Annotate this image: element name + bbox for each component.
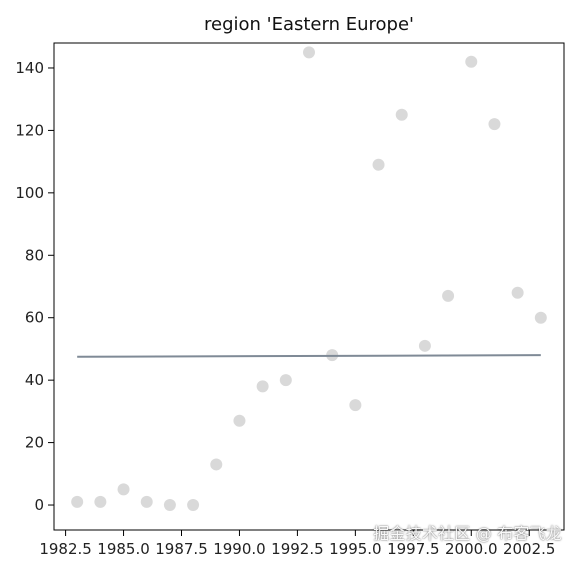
x-tick-label: 2000.0: [445, 540, 498, 558]
scatter-point: [418, 339, 431, 352]
scatter-point: [395, 108, 408, 121]
scatter-point: [442, 289, 455, 302]
scatter-point: [256, 380, 269, 393]
scatter-point: [233, 414, 246, 427]
x-tick-label: 2002.5: [503, 540, 556, 558]
scatter-point: [465, 55, 478, 68]
y-tick-label: 60: [25, 309, 44, 327]
scatter-point: [303, 46, 315, 59]
x-tick-label: 1992.5: [271, 540, 324, 558]
scatter-point: [210, 458, 223, 471]
y-tick-label: 20: [25, 434, 44, 452]
plot-layer: 0 20 40 60 80 100 120 140 1982.5 1985.0 1987.5 1990…: [15, 42, 565, 558]
y-tick-label: 140: [15, 59, 44, 77]
scatter-point: [94, 495, 107, 508]
x-tick-label: 1990.0: [213, 540, 266, 558]
x-tick-label: 1982.5: [39, 540, 92, 558]
x-tick-label: 1995.0: [329, 540, 382, 558]
scatter-point: [279, 374, 292, 387]
scatter-point: [71, 495, 84, 508]
y-tick-label: 0: [34, 496, 44, 514]
chart-title: region 'Eastern Europe': [204, 14, 414, 35]
y-tick-label: 40: [25, 371, 44, 389]
y-tick-label: 80: [25, 246, 44, 264]
scatter-point: [372, 158, 385, 171]
scatter-point: [163, 499, 176, 512]
y-tick-label: 120: [15, 121, 44, 139]
scatter-point: [140, 495, 153, 508]
x-tick-label: 1985.0: [97, 540, 150, 558]
scatter-point: [534, 311, 547, 324]
plot-frame: [53, 42, 565, 531]
x-tick-label: 1997.5: [387, 540, 440, 558]
x-tick-label: 1987.5: [155, 540, 208, 558]
scatter-point: [117, 483, 130, 496]
scatter-point: [511, 286, 524, 299]
y-tick-label: 100: [15, 184, 44, 202]
scatter-point: [488, 118, 501, 131]
watermark: 掘金技术社区 @ 布客飞龙: [373, 524, 562, 543]
scatter-point: [187, 499, 200, 512]
trend-line: [77, 354, 541, 358]
scatter-point: [349, 399, 362, 412]
